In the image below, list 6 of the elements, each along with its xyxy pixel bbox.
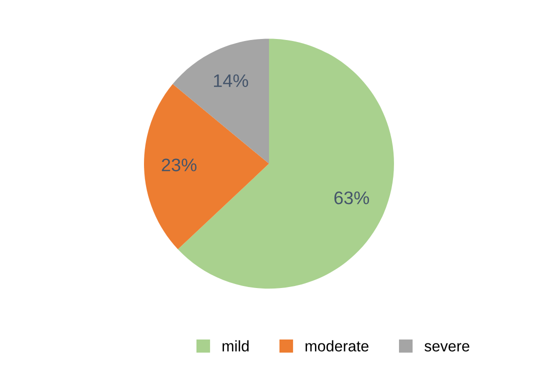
- legend-label: mild: [222, 340, 249, 352]
- legend-label: severe: [424, 343, 470, 352]
- data-label: 14%: [214, 74, 248, 88]
- legend-label: moderate: [306, 340, 368, 352]
- data-label: 23%: [162, 158, 196, 172]
- data-label: 63%: [334, 191, 370, 204]
